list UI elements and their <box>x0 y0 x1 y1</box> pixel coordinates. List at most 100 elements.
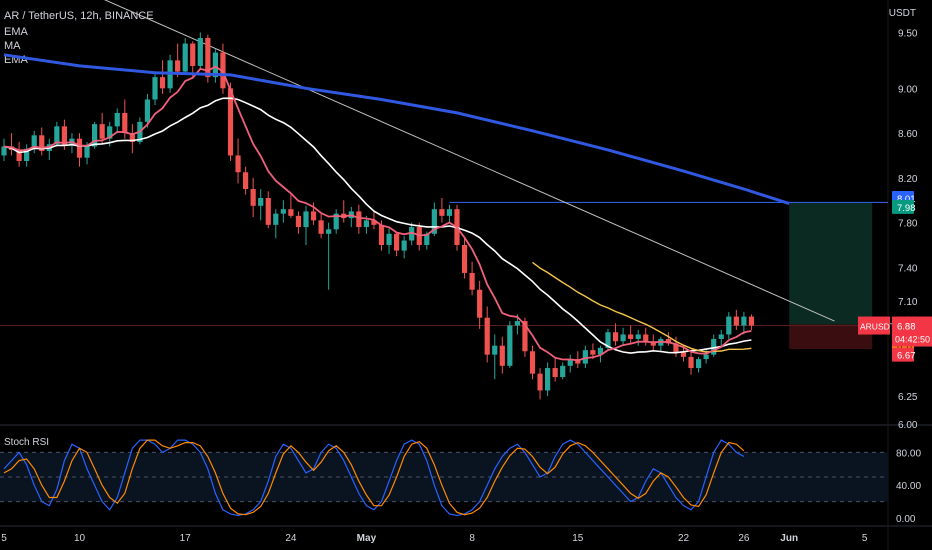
candle-body <box>703 354 709 360</box>
candle-body <box>107 126 113 139</box>
symbol-tag: ARUSDT <box>860 322 895 332</box>
price-tick-label: 8.20 <box>898 174 918 185</box>
candle-body <box>680 352 687 357</box>
time-tick-label: 5 <box>862 533 868 544</box>
trendline <box>103 0 835 322</box>
symbol-tag-bg <box>858 316 890 335</box>
price-tag-670: 6.70 <box>897 342 916 353</box>
candle-body <box>726 316 732 335</box>
rsi-tick-label: 0.00 <box>896 514 916 525</box>
candle-body <box>303 211 309 228</box>
price-tag-667-bg <box>892 347 914 362</box>
candle-body <box>99 124 105 139</box>
price-tick-label: 6.00 <box>898 420 918 431</box>
candle-body <box>439 209 445 216</box>
candle-body <box>537 373 543 391</box>
stoch-rsi-k-line <box>3 439 745 517</box>
candle-body <box>227 88 234 156</box>
candle-body <box>363 220 369 228</box>
rsi-tick-label: 40.00 <box>896 481 921 492</box>
candle-body <box>620 334 626 342</box>
candle-body <box>696 359 702 369</box>
candle-body <box>431 209 437 234</box>
candle-body <box>114 112 120 127</box>
candle-body <box>590 350 596 355</box>
candle-body <box>318 220 324 234</box>
price-tick-label: 7.10 <box>898 297 918 308</box>
candle-body <box>129 133 135 143</box>
price-tick-label: 8.60 <box>898 129 918 140</box>
candle-body <box>582 350 588 364</box>
candle-body <box>288 209 294 216</box>
candle-body <box>197 37 203 66</box>
price-tag-798: 7.98 <box>897 203 916 214</box>
candle-body <box>612 332 619 342</box>
candle-body <box>401 240 407 251</box>
candle-body <box>333 213 339 230</box>
indicator-ema-fast[interactable]: EMA <box>4 26 28 38</box>
candle-body <box>258 197 264 206</box>
price-tag-798-bg <box>892 199 914 214</box>
candle-body <box>371 220 377 225</box>
candle-body <box>484 317 490 355</box>
candle-body <box>597 347 604 355</box>
quote-unit-label: USDT <box>888 8 916 19</box>
candle-body <box>356 211 362 228</box>
price-tick-label: 6.25 <box>898 392 918 403</box>
candle-body <box>61 126 67 146</box>
candle-body <box>394 233 400 251</box>
price-tick-label: 7.80 <box>898 219 918 230</box>
candle-body <box>718 334 724 339</box>
time-tick-label: 26 <box>738 533 750 544</box>
candle-body <box>628 334 634 339</box>
candle-body <box>250 189 256 206</box>
candle-body <box>529 351 536 374</box>
candle-body <box>243 172 249 190</box>
candle-body <box>24 148 30 162</box>
candle-body <box>748 316 755 326</box>
price-tag-801: 8.01 <box>897 194 916 205</box>
candle-body <box>190 43 196 66</box>
stoch-rsi-d-line <box>3 439 745 516</box>
candle-body <box>76 138 83 158</box>
candle-body <box>205 37 211 78</box>
candle-body <box>310 211 317 221</box>
candle-body <box>122 112 128 134</box>
candle-body <box>92 124 98 147</box>
candle-body <box>514 321 520 326</box>
ma-line <box>3 97 752 354</box>
last-price-tag: 6.88 <box>897 322 916 333</box>
profit-zone <box>789 202 873 325</box>
time-tick-label: 15 <box>572 533 584 544</box>
candle-body <box>492 345 498 355</box>
candle-body <box>567 359 573 366</box>
time-tick-label: 10 <box>74 533 86 544</box>
candle-body <box>1 146 7 156</box>
time-tick-label: 8 <box>469 533 475 544</box>
candle-body <box>575 359 581 364</box>
candle-body <box>16 149 22 162</box>
candle-body <box>326 229 332 234</box>
candle-body <box>499 345 505 366</box>
bar-countdown: 04:42:50 <box>895 335 930 345</box>
candle-body <box>235 155 241 173</box>
price-tick-label: 9.00 <box>898 84 918 95</box>
candle-body <box>688 356 694 369</box>
candle-body <box>386 233 392 245</box>
indicator-ma[interactable]: MA <box>4 40 21 52</box>
candle-body <box>446 209 453 216</box>
stoch-rsi-label[interactable]: Stoch RSI <box>4 437 50 448</box>
time-tick-label: May <box>357 533 377 544</box>
price-tick-label: 9.50 <box>898 28 918 39</box>
candle-body <box>182 43 188 72</box>
candle-body <box>477 289 483 318</box>
candle-body <box>152 77 158 100</box>
candle-body <box>31 135 37 149</box>
candle-body <box>605 332 611 348</box>
candle-body <box>265 197 271 225</box>
candle-body <box>461 244 468 273</box>
candle-body <box>175 60 181 72</box>
candle-body <box>673 343 679 353</box>
candle-body <box>545 368 551 391</box>
